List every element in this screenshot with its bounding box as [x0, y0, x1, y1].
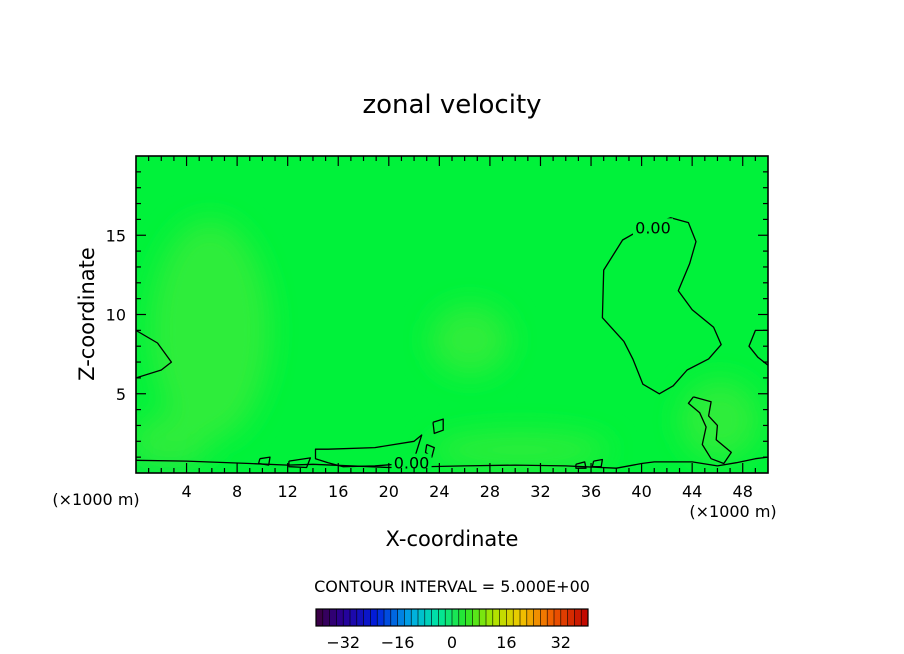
colorbar-swatch: [384, 609, 392, 626]
field-shade-patch: [430, 432, 610, 468]
y-tick-label: 10: [106, 306, 126, 325]
contour-interval-text: CONTOUR INTERVAL = 5.000E+00: [314, 577, 590, 596]
field-shade-patch: [136, 462, 210, 473]
field-shade-patch: [680, 380, 760, 460]
contour-line-zero: [424, 443, 435, 458]
colorbar-swatch: [533, 609, 541, 626]
colorbar-swatch: [486, 609, 494, 626]
x-tick-label: 16: [328, 482, 348, 501]
colorbar-swatch: [520, 609, 528, 626]
colorbar-tick-label: 32: [551, 633, 571, 652]
contour-label-background: [632, 218, 673, 236]
chart-title: zonal velocity: [362, 90, 541, 120]
colorbar-swatch: [540, 609, 548, 626]
contour-label: 0.00: [394, 454, 430, 473]
colorbar-tick-label: 16: [496, 633, 516, 652]
colorbar-swatch: [567, 609, 575, 626]
x-axis-tick-labels: 4 8 12 16 20 24 28 32 36 40 44 48: [181, 482, 752, 501]
field-shade-patch: [430, 305, 510, 375]
contour-label-background: [391, 453, 432, 471]
colorbar-swatch: [506, 609, 514, 626]
colorbar-swatch: [316, 609, 324, 626]
contour-line-zero: [136, 329, 173, 379]
colorbar-swatch: [438, 609, 446, 626]
y-axis-ticks: [136, 171, 768, 458]
colorbar-swatch: [418, 609, 426, 626]
colorbar-swatch: [452, 609, 460, 626]
colorbar-swatch: [350, 609, 358, 626]
contour-line-zero: [591, 458, 604, 468]
y-axis-tick-labels: 5 10 15: [106, 226, 126, 404]
y-axis-label: Z-coordinate: [75, 247, 99, 381]
colorbar-swatch: [322, 609, 330, 626]
colorbar-swatch: [424, 609, 432, 626]
colorbar-frame: [315, 608, 589, 627]
x-tick-label: 28: [480, 482, 500, 501]
colorbar-swatch: [445, 609, 453, 626]
plot-area: [136, 156, 768, 473]
colorbar: [315, 608, 589, 627]
x-unit-label-right: (×1000 m): [689, 502, 776, 521]
colorbar-swatch: [404, 609, 412, 626]
colorbar-swatch: [560, 609, 568, 626]
colorbar-swatch: [472, 609, 480, 626]
colorbar-swatch: [574, 609, 582, 626]
velocity-field-shading: [136, 220, 760, 473]
colorbar-tick-labels: −32 −16 0 16 32: [326, 633, 571, 652]
colorbar-swatch: [547, 609, 555, 626]
contour-line-zero: [601, 217, 722, 395]
x-tick-label: 48: [733, 482, 753, 501]
colorbar-swatch: [499, 609, 507, 626]
y-tick-label: 15: [106, 226, 126, 245]
contour-line-zero: [432, 418, 444, 435]
x-tick-label: 40: [631, 482, 651, 501]
colorbar-swatch: [581, 609, 589, 626]
contour-line-zero: [687, 396, 732, 465]
contour-line-zero: [748, 329, 768, 366]
colorbar-swatch: [492, 609, 500, 626]
colorbar-swatch: [479, 609, 487, 626]
colorbar-swatch: [336, 609, 344, 626]
colorbar-swatch: [377, 609, 385, 626]
colorbar-swatch: [397, 609, 405, 626]
x-tick-label: 32: [530, 482, 550, 501]
x-tick-label: 36: [581, 482, 601, 501]
colorbar-swatch: [465, 609, 473, 626]
colorbar-swatch: [363, 609, 371, 626]
y-tick-label: 5: [116, 385, 126, 404]
colorbar-swatch: [370, 609, 378, 626]
x-tick-label: 12: [278, 482, 298, 501]
x-axis-ticks: [148, 156, 756, 473]
colorbar-swatch: [554, 609, 562, 626]
contour-label: 0.00: [635, 218, 671, 237]
x-tick-label: 24: [429, 482, 449, 501]
colorbar-swatch: [356, 609, 364, 626]
colorbar-swatch: [513, 609, 521, 626]
colorbar-swatch: [458, 609, 466, 626]
colorbar-swatch: [329, 609, 337, 626]
colorbar-swatch: [431, 609, 439, 626]
colorbar-tick-label: −16: [381, 633, 415, 652]
x-tick-label: 20: [379, 482, 399, 501]
x-tick-label: 8: [232, 482, 242, 501]
x-unit-label-left: (×1000 m): [52, 490, 139, 509]
colorbar-swatch: [411, 609, 419, 626]
x-tick-label: 4: [181, 482, 191, 501]
colorbar-swatch: [526, 609, 534, 626]
contour-line-zero: [641, 456, 768, 467]
field-shade-patch: [150, 220, 270, 440]
colorbar-swatch: [343, 609, 351, 626]
colorbar-swatch: [390, 609, 398, 626]
colorbar-tick-label: 0: [447, 633, 457, 652]
contour-line-zero: [257, 456, 271, 466]
x-axis-label: X-coordinate: [386, 527, 519, 551]
contour-labels: 0.00 0.00: [391, 218, 673, 473]
colorbar-tick-label: −32: [326, 633, 360, 652]
contour-line-zero: [314, 434, 423, 468]
x-tick-label: 44: [682, 482, 702, 501]
field-shade-patch: [136, 415, 210, 465]
